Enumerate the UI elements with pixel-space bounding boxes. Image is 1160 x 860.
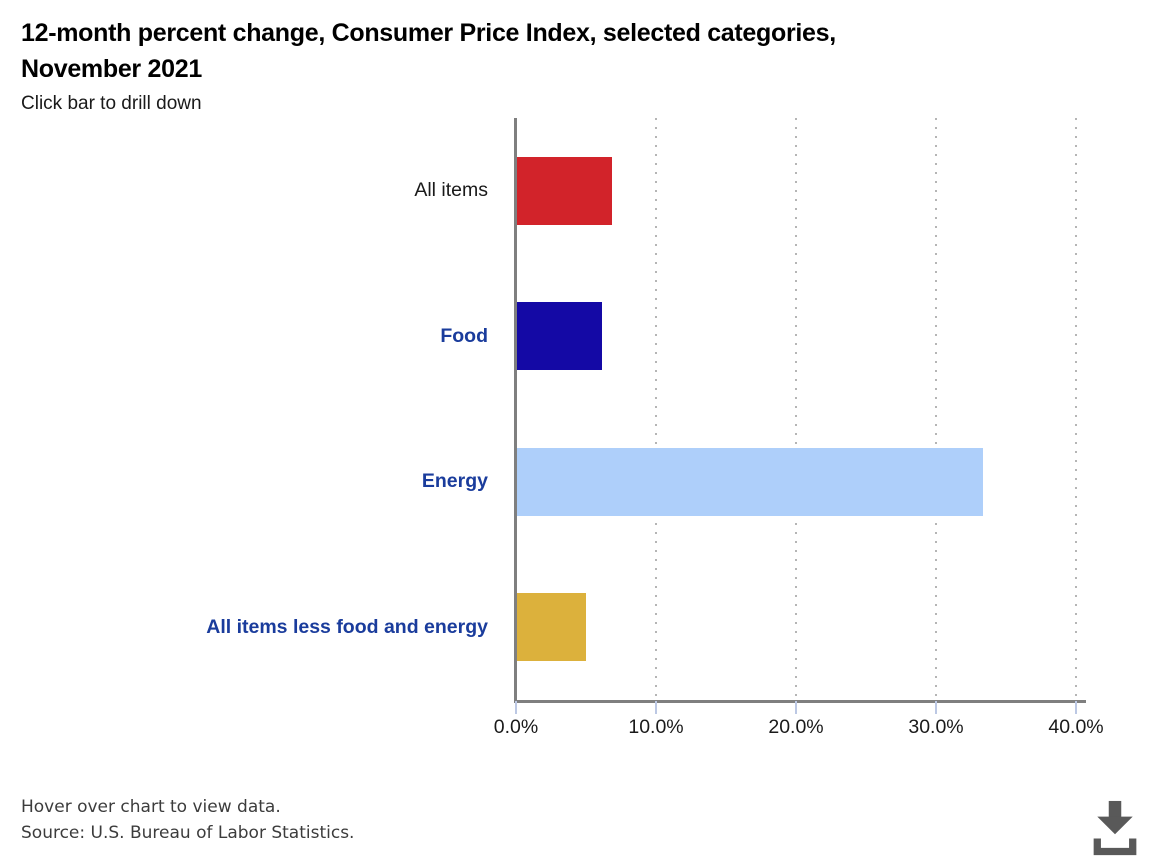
category-label-energy[interactable]: Energy xyxy=(421,470,488,492)
x-axis-tick xyxy=(935,701,937,714)
x-axis-line xyxy=(514,700,1086,703)
x-axis-tick-label: 10.0% xyxy=(628,716,684,738)
chart-title: 12-month percent change, Consumer Price … xyxy=(21,15,1021,87)
x-axis-tick-label: 40.0% xyxy=(1048,716,1104,738)
x-axis-tick-label: 0.0% xyxy=(493,716,539,738)
y-axis-line xyxy=(514,118,517,703)
bar-energy[interactable] xyxy=(517,447,984,516)
gridline xyxy=(795,118,797,700)
bar-all-items[interactable] xyxy=(517,156,613,225)
x-axis-tick xyxy=(515,701,517,714)
chart-subtitle: Click bar to drill down xyxy=(21,93,202,114)
source-note: Source: U.S. Bureau of Labor Statistics. xyxy=(21,823,355,843)
gridline xyxy=(655,118,657,700)
category-label-all-items: All items xyxy=(414,179,488,201)
gridline xyxy=(935,118,937,700)
chart-title-line2: November 2021 xyxy=(21,55,202,83)
bar-all-items-less-food-and-energy[interactable] xyxy=(517,593,586,662)
category-label-all-items-less-food-and-energy[interactable]: All items less food and energy xyxy=(206,615,488,638)
chart-title-line1: 12-month percent change, Consumer Price … xyxy=(21,19,836,47)
x-axis-tick xyxy=(795,701,797,714)
gridline xyxy=(1075,118,1077,700)
hover-note: Hover over chart to view data. xyxy=(21,797,281,817)
bar-food[interactable] xyxy=(517,302,603,371)
x-axis-tick-label: 30.0% xyxy=(908,716,964,738)
x-axis-tick xyxy=(1075,701,1077,714)
download-icon xyxy=(1093,800,1137,856)
x-axis-tick-label: 20.0% xyxy=(768,716,824,738)
x-axis-tick xyxy=(655,701,657,714)
category-label-food[interactable]: Food xyxy=(440,324,488,347)
download-button[interactable] xyxy=(1088,798,1142,858)
